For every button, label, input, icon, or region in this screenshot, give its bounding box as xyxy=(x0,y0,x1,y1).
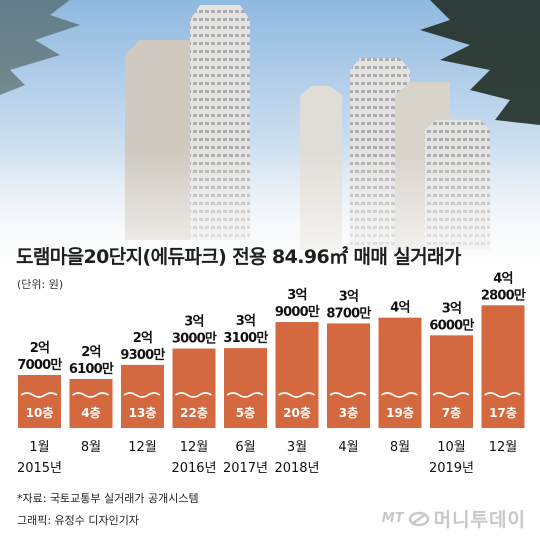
photo-fade-overlay xyxy=(0,150,540,300)
chart-title: 도램마을20단지(에듀파크) 전용 84.96㎡ 매매 실거래가 xyxy=(16,246,461,268)
wave-divider xyxy=(72,392,109,398)
wave-divider xyxy=(20,392,58,398)
graphic-credit: 그래픽: 유정수 디자인기자 xyxy=(17,514,140,527)
year-tick-label: 2017년 xyxy=(223,461,268,476)
value-label: 3억 xyxy=(184,315,203,330)
watermark-publisher-name: 머니투데이 xyxy=(433,509,526,531)
floor-label: 19층 xyxy=(386,405,414,420)
year-tick-label: 2019년 xyxy=(429,461,474,476)
year-tick-label: 2016년 xyxy=(171,461,216,476)
value-label: 3억 xyxy=(442,301,461,316)
floor-label: 17층 xyxy=(489,405,517,420)
value-label: 7000만 xyxy=(17,357,62,373)
floor-label: 13층 xyxy=(129,405,157,420)
month-tick-label: 12월 xyxy=(180,440,209,455)
price-bar xyxy=(172,348,216,428)
wave-divider xyxy=(123,392,161,398)
wave-divider xyxy=(175,392,212,398)
floor-label: 7층 xyxy=(442,405,461,420)
value-label: 3억 xyxy=(287,288,306,303)
wave-divider xyxy=(381,392,418,398)
publisher-logo-icon xyxy=(408,511,429,526)
value-label: 9300만 xyxy=(120,347,165,363)
value-label: 6000만 xyxy=(429,317,474,333)
floor-label: 20층 xyxy=(283,405,311,420)
source-note: *자료: 국토교통부 실거래가 공개시스템 xyxy=(17,492,199,505)
value-label: 3억 xyxy=(339,289,358,304)
pine-tree-silhouette xyxy=(0,0,540,125)
month-tick-label: 8월 xyxy=(81,440,101,455)
month-tick-label: 12월 xyxy=(128,440,157,455)
price-bar xyxy=(275,322,319,428)
value-label: 9000만 xyxy=(275,304,320,320)
value-label: 2억 xyxy=(30,341,49,356)
month-tick-label: 3월 xyxy=(287,440,307,455)
price-bar xyxy=(430,335,473,428)
price-bar xyxy=(378,317,422,428)
value-label: 3000만 xyxy=(172,331,217,347)
price-bar xyxy=(327,323,370,428)
apartment-photo-background xyxy=(0,0,540,300)
year-tick-label: 2018년 xyxy=(274,461,319,476)
wave-divider xyxy=(278,392,315,398)
floor-label: 4층 xyxy=(81,405,100,420)
wave-divider xyxy=(329,392,367,398)
floor-label: 3층 xyxy=(339,405,358,420)
floor-label: 5층 xyxy=(236,405,255,420)
wave-divider xyxy=(226,392,264,398)
value-label: 2억 xyxy=(133,331,152,346)
floor-label: 22층 xyxy=(180,405,208,420)
price-bar xyxy=(224,348,267,428)
publisher-watermark: MT 머니투데이 xyxy=(382,505,526,532)
month-tick-label: 8월 xyxy=(390,440,410,455)
price-bar xyxy=(18,375,61,428)
unit-label: (단위: 원) xyxy=(17,278,64,291)
wave-divider xyxy=(484,392,521,398)
year-tick-label: 2015년 xyxy=(17,461,62,476)
value-label: 4억 xyxy=(390,301,409,316)
month-tick-label: 6월 xyxy=(235,440,255,455)
watermark-mt-mark: MT xyxy=(381,511,404,526)
value-label: 2800만 xyxy=(481,287,526,303)
price-bar xyxy=(69,379,113,428)
month-tick-label: 12월 xyxy=(489,440,518,455)
value-label: 3100만 xyxy=(223,330,268,346)
value-label: 2억 xyxy=(81,345,100,360)
value-label: 6100만 xyxy=(69,361,114,377)
value-label: 8700만 xyxy=(326,305,371,321)
value-label: 4억 xyxy=(493,271,512,286)
value-label: 3억 xyxy=(236,314,255,329)
month-tick-label: 1월 xyxy=(29,440,49,455)
wave-divider xyxy=(432,392,470,398)
price-bar xyxy=(481,305,525,428)
floor-label: 10층 xyxy=(26,405,54,420)
month-tick-label: 10월 xyxy=(437,440,466,455)
month-tick-label: 4월 xyxy=(338,440,358,455)
